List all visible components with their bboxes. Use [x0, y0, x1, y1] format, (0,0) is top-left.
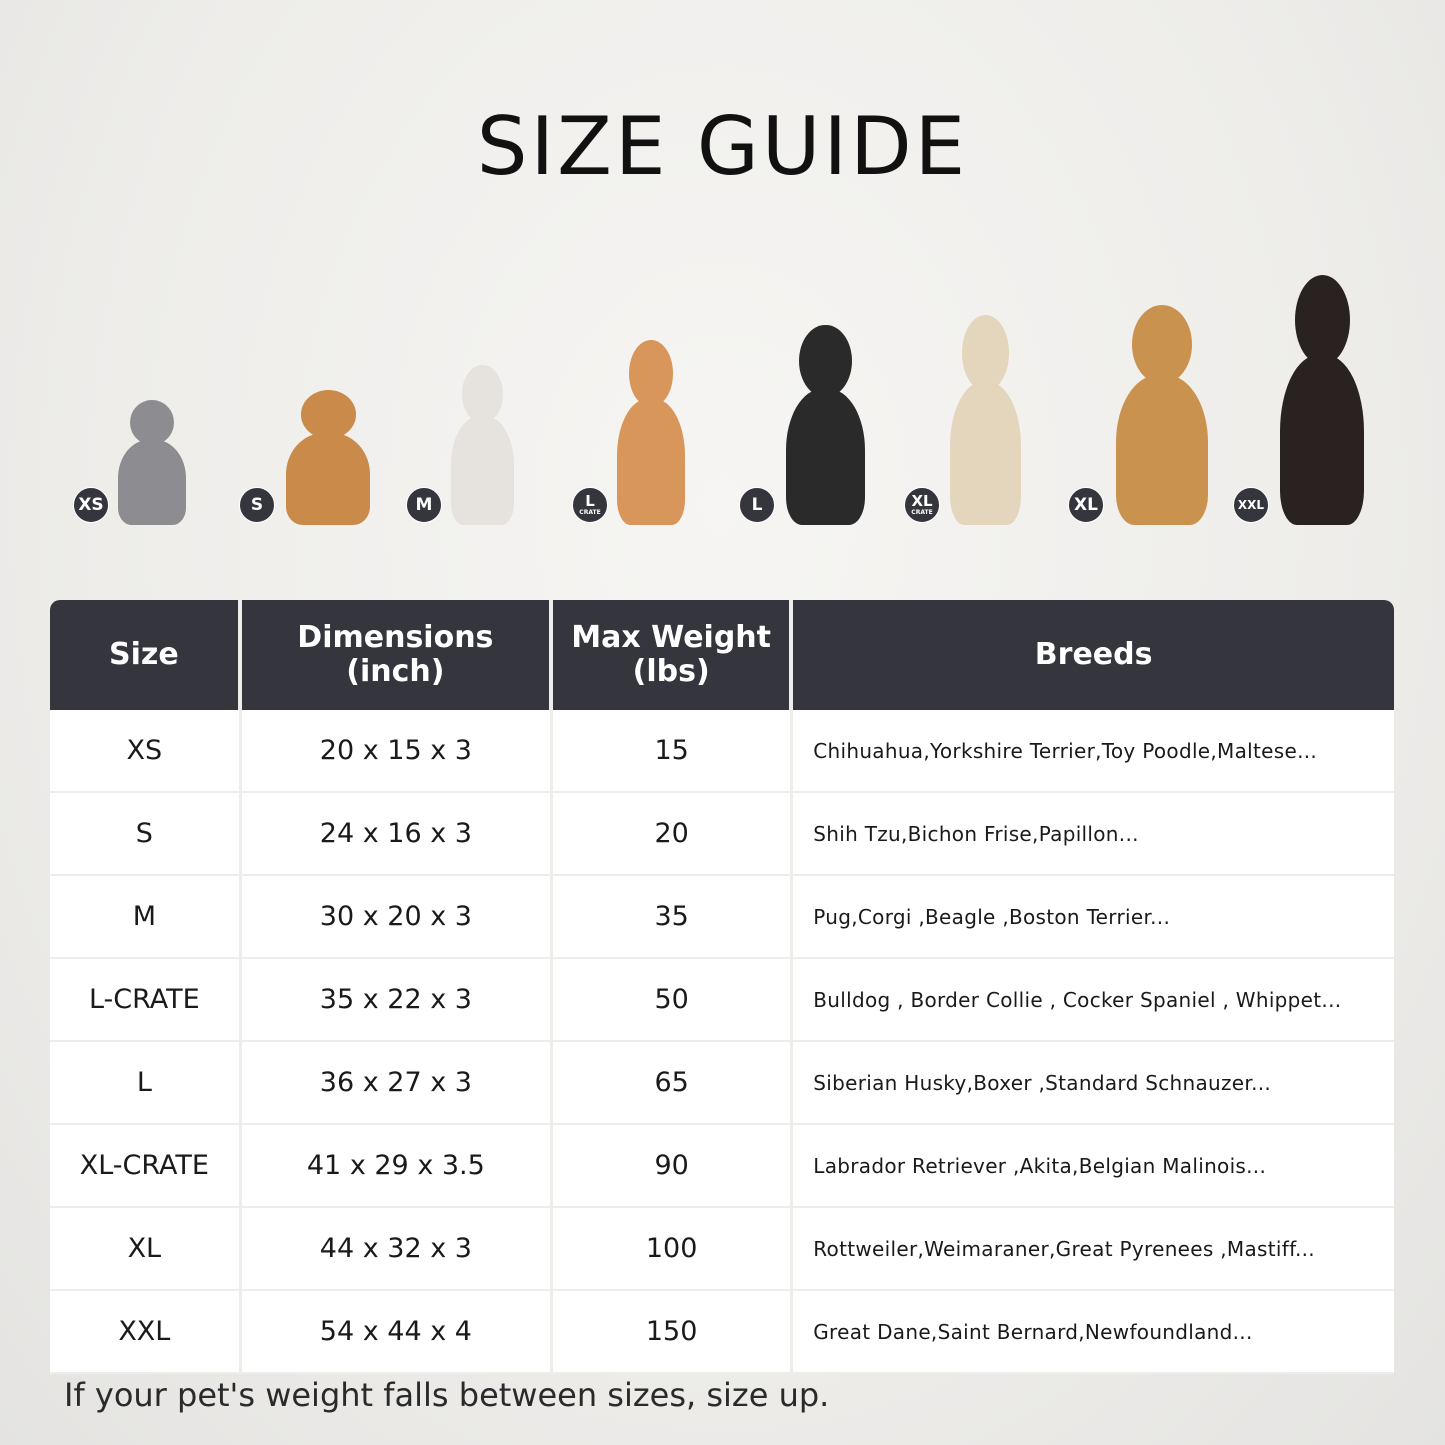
cell-max-weight: 35: [553, 876, 794, 959]
size-badge-xxl: XXL: [1233, 487, 1269, 523]
size-badge-s: S: [239, 487, 275, 523]
cell-breeds: Labrador Retriever ,Akita,Belgian Malino…: [793, 1125, 1394, 1208]
table-row: XS 20 x 15 x 3 15 Chihuahua,Yorkshire Terri…: [50, 710, 1394, 793]
cell-max-weight: 90: [553, 1125, 794, 1208]
column-header-breeds: Breeds: [793, 600, 1394, 710]
cell-dimensions: 20 x 15 x 3: [241, 710, 554, 793]
badge-sublabel: CRATE: [579, 509, 601, 516]
labrador-image: [943, 315, 1028, 525]
golden-retriever-image: [1107, 305, 1217, 525]
cell-max-weight: 15: [553, 710, 794, 793]
size-badge-l: L: [739, 487, 775, 523]
cell-breeds: Great Dane,Saint Bernard,Newfoundland...: [793, 1291, 1394, 1374]
size-badge-xs: XS: [73, 487, 109, 523]
badge-label: M: [415, 494, 433, 515]
cell-max-weight: 100: [553, 1208, 794, 1291]
cell-breeds: Rottweiler,Weimaraner,Great Pyrenees ,Ma…: [793, 1208, 1394, 1291]
cell-dimensions: 24 x 16 x 3: [241, 793, 554, 876]
cell-max-weight: 50: [553, 959, 794, 1042]
table-row: XL 44 x 32 x 3 100 Rottweiler,Weimaraner,Gr…: [50, 1208, 1394, 1291]
cell-dimensions: 30 x 20 x 3: [241, 876, 554, 959]
cell-size: XL: [50, 1208, 242, 1291]
cell-breeds: Bulldog , Border Collie , Cocker Spaniel…: [793, 959, 1394, 1042]
table-row: M 30 x 20 x 3 35 Pug,Corgi ,Beagle ,Boston …: [50, 876, 1394, 959]
cell-dimensions: 36 x 27 x 3: [241, 1042, 554, 1125]
cat-image: [112, 400, 192, 525]
column-header-dimensions: Dimensions (inch): [241, 600, 554, 710]
cell-max-weight: 150: [553, 1291, 794, 1374]
column-header-size: Size: [50, 600, 242, 710]
cell-breeds: Pug,Corgi ,Beagle ,Boston Terrier...: [793, 876, 1394, 959]
cell-size: XXL: [50, 1291, 242, 1374]
badge-label: XS: [78, 494, 104, 515]
badge-label: L: [585, 492, 595, 510]
cell-max-weight: 20: [553, 793, 794, 876]
cell-size: XS: [50, 710, 242, 793]
badge-label: XL: [911, 492, 933, 510]
table-row: XL-CRATE 41 x 29 x 3.5 90 Labrador Retrieve…: [50, 1125, 1394, 1208]
cell-size: L: [50, 1042, 242, 1125]
table-row: XXL 54 x 44 x 4 150 Great Dane,Saint Bernar…: [50, 1291, 1394, 1374]
badge-label: XL: [1074, 494, 1098, 515]
french-bulldog-image: [445, 365, 520, 525]
size-badge-m: M: [406, 487, 442, 523]
table-row: L-CRATE 35 x 22 x 3 50 Bulldog , Border Col…: [50, 959, 1394, 1042]
cell-size: L-CRATE: [50, 959, 242, 1042]
cell-size: XL-CRATE: [50, 1125, 242, 1208]
badge-label: XXL: [1237, 498, 1265, 512]
cell-dimensions: 41 x 29 x 3.5: [241, 1125, 554, 1208]
badge-label: S: [250, 494, 264, 515]
cell-size: S: [50, 793, 242, 876]
size-table: Size Dimensions (inch) Max Weight (lbs) Bre…: [50, 600, 1394, 1374]
cell-breeds: Shih Tzu,Bichon Frise,Papillon...: [793, 793, 1394, 876]
page-title: SIZE GUIDE: [476, 100, 969, 193]
cell-dimensions: 35 x 22 x 3: [241, 959, 554, 1042]
cell-max-weight: 65: [553, 1042, 794, 1125]
badge-sublabel: CRATE: [911, 509, 933, 516]
table-row: S 24 x 16 x 3 20 Shih Tzu,Bichon Frise,Papi…: [50, 793, 1394, 876]
size-badge-xl: XL: [1068, 487, 1104, 523]
size-badge-l-crate: L CRATE: [572, 487, 608, 523]
table-row: L 36 x 27 x 3 65 Siberian Husky,Boxer ,Stan…: [50, 1042, 1394, 1125]
cell-dimensions: 54 x 44 x 4: [241, 1291, 554, 1374]
size-note: If your pet's weight falls between sizes…: [64, 1376, 830, 1414]
cell-breeds: Siberian Husky,Boxer ,Standard Schnauzer…: [793, 1042, 1394, 1125]
cell-breeds: Chihuahua,Yorkshire Terrier,Toy Poodle,M…: [793, 710, 1394, 793]
border-collie-image: [778, 325, 873, 525]
badge-label: L: [751, 494, 763, 515]
size-badge-xl-crate: XL CRATE: [904, 487, 940, 523]
dobermann-image: [1272, 275, 1372, 525]
cell-dimensions: 44 x 32 x 3: [241, 1208, 554, 1291]
shiba-inu-image: [611, 340, 691, 525]
pomeranian-image: [278, 390, 378, 525]
cell-size: M: [50, 876, 242, 959]
column-header-max-weight: Max Weight (lbs): [553, 600, 794, 710]
table-header-row: Size Dimensions (inch) Max Weight (lbs) Bre…: [50, 600, 1394, 710]
